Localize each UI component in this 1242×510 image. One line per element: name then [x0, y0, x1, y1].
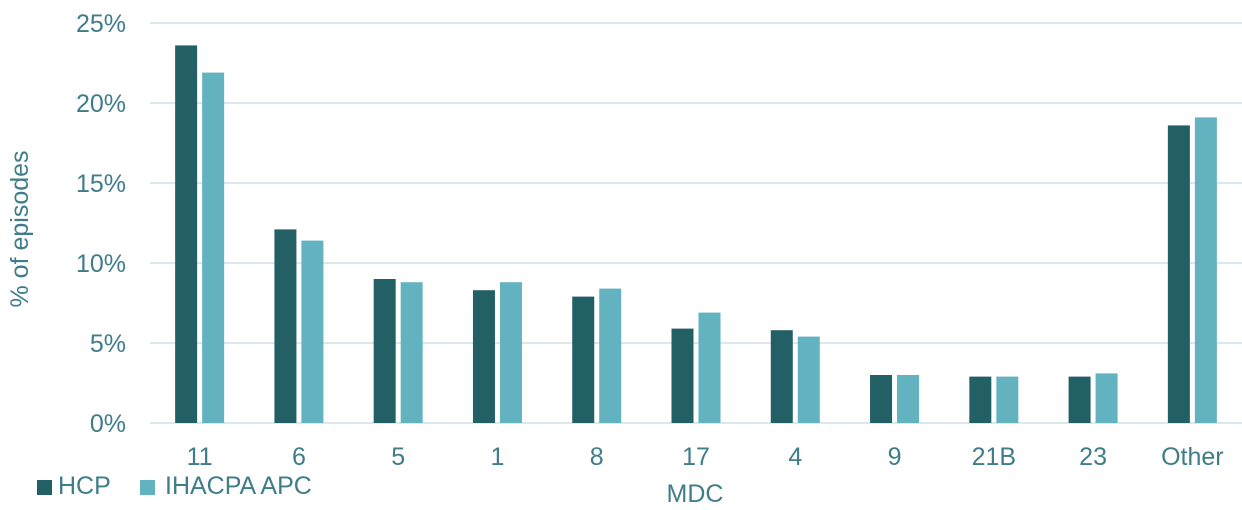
bar-hcp-11: [175, 45, 198, 424]
bar-ihacpa-apc-21B: [996, 376, 1019, 423]
legend-swatch: [37, 480, 52, 495]
y-axis-label: % of episodes: [6, 150, 34, 307]
x-tick-label: 21B: [972, 443, 1016, 471]
x-tick-label: 5: [391, 443, 405, 471]
x-tick-label: 9: [888, 443, 902, 471]
y-tick-label: 20%: [76, 90, 126, 118]
bar-hcp-5: [373, 279, 396, 423]
x-tick-label: 1: [491, 443, 505, 471]
bar-ihacpa-apc-Other: [1194, 117, 1217, 424]
x-axis-label: MDC: [667, 480, 724, 508]
bar-ihacpa-apc-17: [698, 312, 721, 423]
bars: [175, 45, 1217, 424]
bar-hcp-17: [671, 328, 694, 423]
legend: HCP IHACPA APC: [37, 472, 312, 500]
bar-ihacpa-apc-8: [599, 288, 622, 423]
bar-hcp-4: [770, 330, 793, 423]
y-tick-labels: 0% 5% 10% 15% 20% 25%: [76, 10, 126, 438]
bar-hcp-23: [1068, 376, 1091, 423]
x-tick-label: 6: [292, 443, 306, 471]
y-tick-label: 15%: [76, 170, 126, 198]
y-tick-label: 25%: [76, 10, 126, 38]
gridlines: [150, 22, 1242, 424]
bar-hcp-9: [870, 375, 893, 423]
bar-ihacpa-apc-1: [499, 282, 522, 423]
legend-label: IHACPA APC: [165, 472, 312, 500]
legend-swatch: [140, 480, 155, 495]
bar-ihacpa-apc-11: [202, 72, 225, 423]
legend-label: HCP: [58, 472, 111, 500]
y-tick-label: 0%: [90, 410, 126, 438]
bar-ihacpa-apc-23: [1095, 373, 1118, 423]
x-tick-label: 11: [187, 443, 213, 471]
x-tick-label: 23: [1079, 443, 1107, 471]
bar-hcp-Other: [1167, 125, 1190, 424]
y-tick-label: 10%: [76, 250, 126, 278]
y-tick-label: 5%: [90, 330, 126, 358]
x-tick-label: Other: [1161, 443, 1224, 471]
x-tick-label: 8: [590, 443, 604, 471]
x-tick-labels: 11 6 5 1 8 17 4 9 21B 23 Other: [187, 443, 1224, 471]
x-tick-label: 4: [788, 443, 802, 471]
bar-ihacpa-apc-4: [797, 336, 820, 423]
bar-ihacpa-apc-9: [897, 375, 920, 423]
bar-ihacpa-apc-6: [301, 240, 324, 423]
x-tick-label: 17: [682, 443, 710, 471]
bar-hcp-1: [472, 290, 495, 423]
bar-hcp-21B: [969, 376, 992, 423]
bar-hcp-8: [572, 296, 595, 423]
bar-hcp-6: [274, 229, 297, 423]
bar-ihacpa-apc-5: [400, 282, 423, 423]
